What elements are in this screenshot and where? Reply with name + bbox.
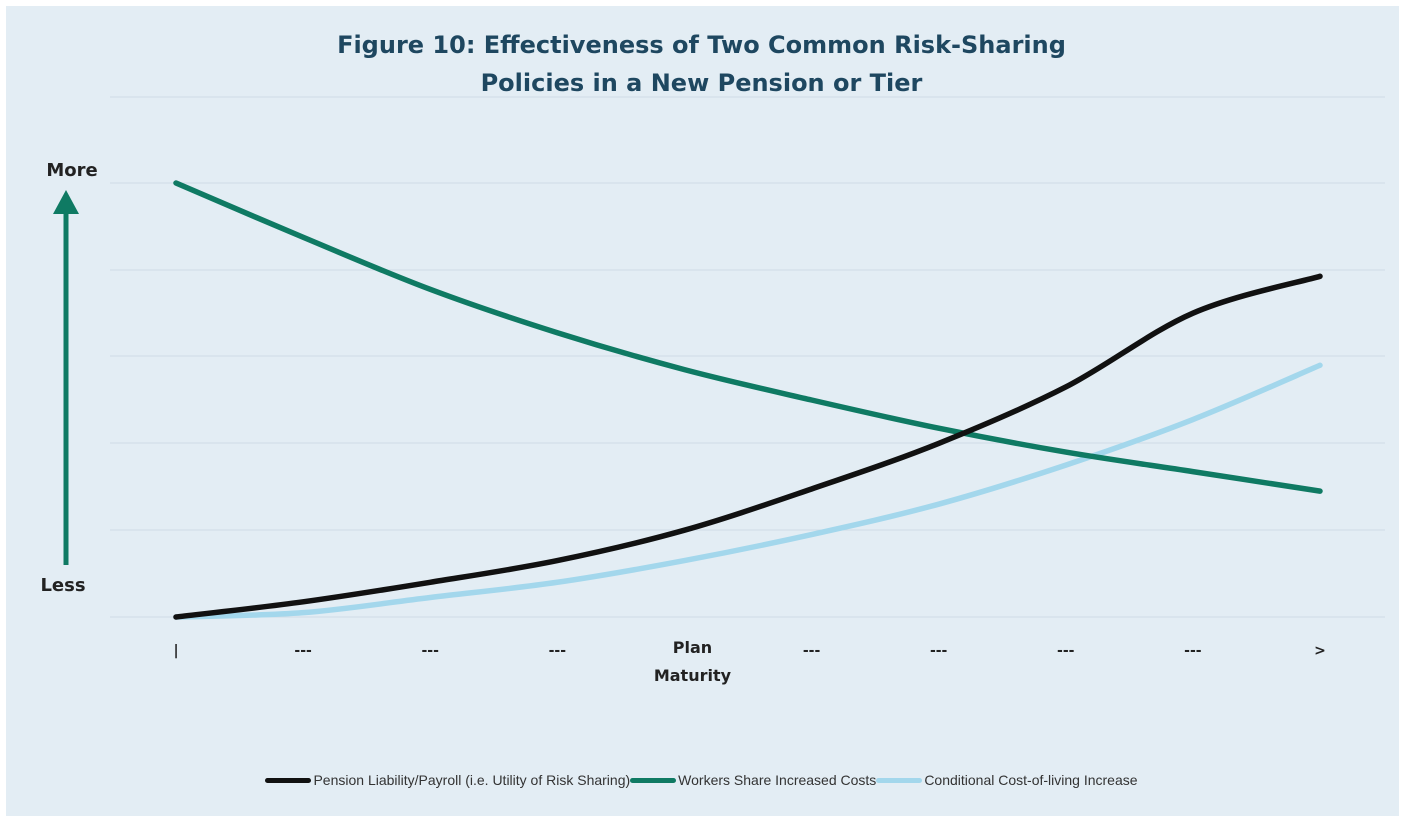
chart-title-line-1: Figure 10: Effectiveness of Two Common R… (337, 31, 1066, 59)
x-tick-labels: | --- --- --- --- --- --- --- > (173, 643, 1325, 659)
x-axis-label: Plan Maturity (654, 638, 732, 685)
series-line-conditional-cola (173, 362, 1323, 620)
legend-item-conditional-cola: Conditional Cost-of-living Increase (876, 772, 1138, 788)
y-top-label: More (46, 160, 98, 181)
x-tick-label: --- (1057, 643, 1075, 659)
legend-item-workers-share: Workers Share Increased Costs (630, 772, 876, 788)
chart-panel (6, 6, 1399, 816)
legend-label: Pension Liability/Payroll (i.e. Utility … (313, 772, 631, 788)
x-tick-label: --- (294, 643, 312, 659)
legend-label: Workers Share Increased Costs (678, 772, 877, 788)
x-tick-label: | (173, 643, 178, 659)
series-line-workers-share (173, 180, 1323, 494)
x-tick-label: --- (1184, 643, 1202, 659)
gridlines (110, 96, 1385, 618)
x-tick-label: --- (422, 643, 440, 659)
legend-item-pension-liability: Pension Liability/Payroll (i.e. Utility … (265, 772, 630, 788)
legend-label: Conditional Cost-of-living Increase (924, 772, 1138, 788)
arrow-up-icon (53, 190, 79, 214)
x-tick-label: --- (930, 643, 948, 659)
x-tick-label: > (1314, 643, 1326, 659)
legend-swatch (876, 777, 923, 783)
series-line-pension-liability (173, 273, 1323, 620)
x-axis-label-line-2: Maturity (654, 666, 732, 685)
y-bottom-label: Less (40, 575, 86, 596)
x-tick-label: --- (549, 643, 567, 659)
y-arrow (53, 190, 79, 565)
series-lines (173, 180, 1323, 620)
legend-swatch (630, 777, 677, 783)
chart-title: Figure 10: Effectiveness of Two Common R… (0, 26, 1403, 102)
legend: Pension Liability/Payroll (i.e. Utility … (0, 772, 1403, 788)
chart-title-line-2: Policies in a New Pension or Tier (480, 69, 923, 97)
x-axis-label-line-1: Plan (673, 638, 712, 657)
x-tick-label: --- (803, 643, 821, 659)
legend-swatch (265, 777, 312, 783)
